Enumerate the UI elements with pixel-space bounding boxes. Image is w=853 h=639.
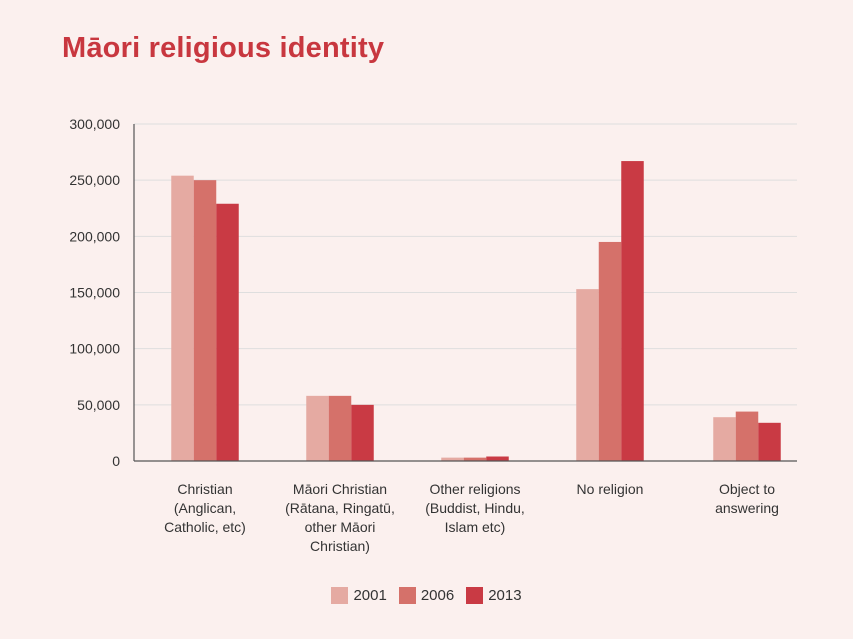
bar <box>713 417 736 461</box>
bar <box>328 395 352 461</box>
bar <box>621 161 644 461</box>
legend-swatch <box>398 587 416 604</box>
legend-item: 2001 <box>331 587 387 604</box>
legend-item: 2013 <box>466 587 522 604</box>
legend-label: 2006 <box>420 587 455 604</box>
bar <box>441 457 464 461</box>
bar <box>171 175 194 461</box>
legend-label: 2013 <box>488 587 522 604</box>
x-category-label: Object to answering <box>715 481 779 516</box>
y-tick-label: 0 <box>112 453 120 469</box>
bar <box>598 241 622 461</box>
bar <box>576 289 599 461</box>
bar <box>216 203 239 462</box>
bar <box>486 456 509 461</box>
legend: 2001 2006 2013 <box>0 587 853 604</box>
x-category-label: Christian (Anglican, Catholic, etc) <box>164 481 246 535</box>
gridlines <box>134 123 797 406</box>
bar-chart: 0 50,000 100,000 150,000 200,000 250,000 300,0… <box>69 116 797 554</box>
y-tick-label: 250,000 <box>69 172 120 188</box>
y-tick-label: 150,000 <box>69 285 120 301</box>
legend-swatch <box>466 587 484 604</box>
bar <box>193 180 217 461</box>
y-tick-label: 100,000 <box>69 341 120 357</box>
chart-title: Māori religious identity <box>62 32 385 64</box>
legend-item: 2006 <box>398 587 455 604</box>
axes <box>133 124 797 462</box>
x-category-label: Other religions (Buddist, Hindu, Islam etc… <box>425 481 525 535</box>
y-tick-label: 50,000 <box>77 397 120 413</box>
y-tick-label: 300,000 <box>69 116 120 132</box>
legend-label: 2001 <box>353 587 387 604</box>
x-category-label: No religion <box>577 481 644 497</box>
labels: 0 50,000 100,000 150,000 200,000 250,000 300,0… <box>69 116 779 554</box>
bar <box>351 404 374 461</box>
bar <box>306 395 329 461</box>
bars <box>171 161 781 462</box>
bar <box>735 411 759 461</box>
legend-swatch <box>331 587 349 604</box>
x-category-label: Māori Christian (Rātana, Ringatū, other Mā… <box>285 481 395 554</box>
y-tick-label: 200,000 <box>69 228 120 244</box>
bar <box>758 422 781 461</box>
bar <box>463 457 487 461</box>
